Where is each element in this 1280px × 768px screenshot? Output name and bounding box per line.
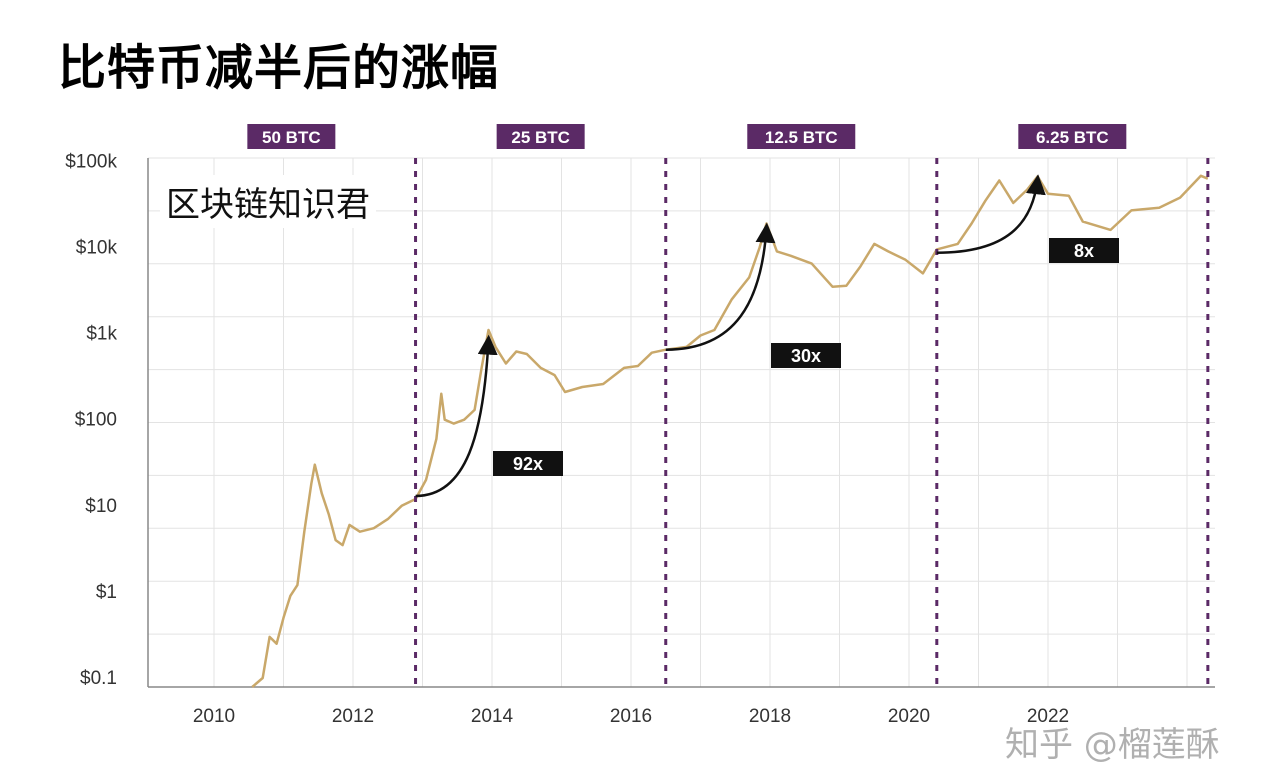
halving-reward-label: 50 BTC <box>262 128 321 147</box>
price-line <box>251 174 1209 688</box>
growth-arrow <box>665 222 776 351</box>
growth-badge <box>493 451 563 476</box>
halving-reward-badge <box>247 124 336 149</box>
x-tick-label: 2022 <box>1027 706 1069 727</box>
x-tick-label: 2014 <box>471 706 514 727</box>
halving-reward-badge <box>496 124 585 149</box>
x-tick-label: 2012 <box>332 706 374 727</box>
y-tick-label: $1k <box>86 324 117 345</box>
growth-label: 8x <box>1074 241 1094 261</box>
x-tick-label: 2010 <box>193 706 235 727</box>
growth-arrow <box>936 174 1046 254</box>
y-tick-label: $10k <box>76 238 118 259</box>
x-tick-label: 2016 <box>610 706 652 727</box>
y-tick-label: $100k <box>65 151 117 172</box>
y-tick-label: $0.1 <box>80 668 117 689</box>
growth-badge <box>1049 238 1119 263</box>
brand-label: 区块链知识君 <box>160 175 376 228</box>
growth-label: 30x <box>791 346 821 366</box>
chart-title: 比特币减半后的涨幅 <box>58 40 500 96</box>
x-tick-label: 2018 <box>749 706 791 727</box>
halving-reward-badge <box>1018 124 1127 149</box>
halving-reward-label: 6.25 BTC <box>1036 128 1109 147</box>
growth-label: 92x <box>513 454 543 474</box>
growth-arrow <box>415 334 498 498</box>
y-tick-label: $100 <box>75 410 117 431</box>
growth-badge <box>771 343 841 368</box>
watermark: 知乎 @榴莲酥 <box>1005 725 1220 765</box>
x-tick-label: 2020 <box>888 706 930 727</box>
halving-reward-label: 12.5 BTC <box>765 128 838 147</box>
halving-reward-label: 25 BTC <box>511 128 570 147</box>
y-tick-label: $1 <box>96 582 117 603</box>
halving-reward-badge <box>747 124 856 149</box>
y-tick-label: $10 <box>85 496 117 517</box>
